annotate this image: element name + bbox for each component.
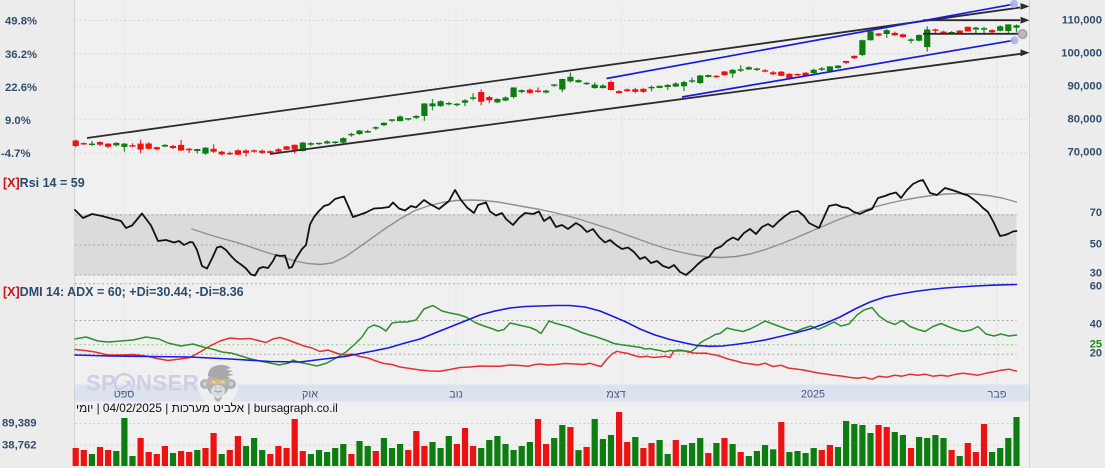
svg-text:100,000: 100,000	[1061, 47, 1102, 59]
svg-text:נוב: נוב	[449, 388, 462, 400]
svg-text:יומי: יומי	[76, 401, 93, 415]
svg-text:אוק: אוק	[302, 388, 318, 400]
svg-text:22.6%: 22.6%	[5, 82, 37, 94]
svg-text:110,000: 110,000	[1062, 14, 1102, 26]
svg-text:40: 40	[1090, 319, 1102, 331]
svg-text:70: 70	[1090, 207, 1102, 219]
svg-text:-4.7%: -4.7%	[1, 148, 31, 160]
svg-text:bursagraph.co.il: bursagraph.co.il	[254, 401, 338, 415]
svg-text:[X]DMI 14: ADX = 60; +Di=30.44: [X]DMI 14: ADX = 60; +Di=30.44; -Di=8.36	[3, 285, 244, 299]
svg-text:30: 30	[1090, 268, 1102, 280]
svg-text:דצמ: דצמ	[606, 388, 625, 400]
svg-text:[X]Rsi 14 = 59: [X]Rsi 14 = 59	[3, 176, 85, 190]
svg-text:|: |	[165, 401, 168, 415]
svg-text:SP: SP	[86, 371, 116, 396]
svg-text:50: 50	[1090, 239, 1102, 251]
svg-text:20: 20	[1090, 348, 1102, 360]
svg-text:49.8%: 49.8%	[5, 16, 37, 28]
svg-text:9.0%: 9.0%	[5, 115, 31, 127]
svg-text:70,000: 70,000	[1067, 147, 1102, 159]
svg-text:38,762: 38,762	[2, 440, 37, 452]
svg-text:|: |	[97, 401, 100, 415]
svg-text:ספט: ספט	[114, 388, 135, 400]
svg-text:פבר: פבר	[988, 388, 1007, 400]
svg-text:90,000: 90,000	[1067, 81, 1102, 93]
svg-text:89,389: 89,389	[2, 418, 37, 430]
svg-text:60: 60	[1090, 281, 1102, 293]
svg-text:80,000: 80,000	[1067, 114, 1102, 126]
svg-text:אלביט מערכות: אלביט מערכות	[172, 401, 245, 415]
svg-text:04/02/2025: 04/02/2025	[103, 401, 162, 415]
svg-text:NSER: NSER	[136, 371, 199, 396]
svg-text:|: |	[247, 401, 250, 415]
svg-text:25: 25	[1090, 339, 1102, 351]
svg-text:36.2%: 36.2%	[5, 49, 37, 61]
svg-text:2025: 2025	[801, 388, 825, 400]
